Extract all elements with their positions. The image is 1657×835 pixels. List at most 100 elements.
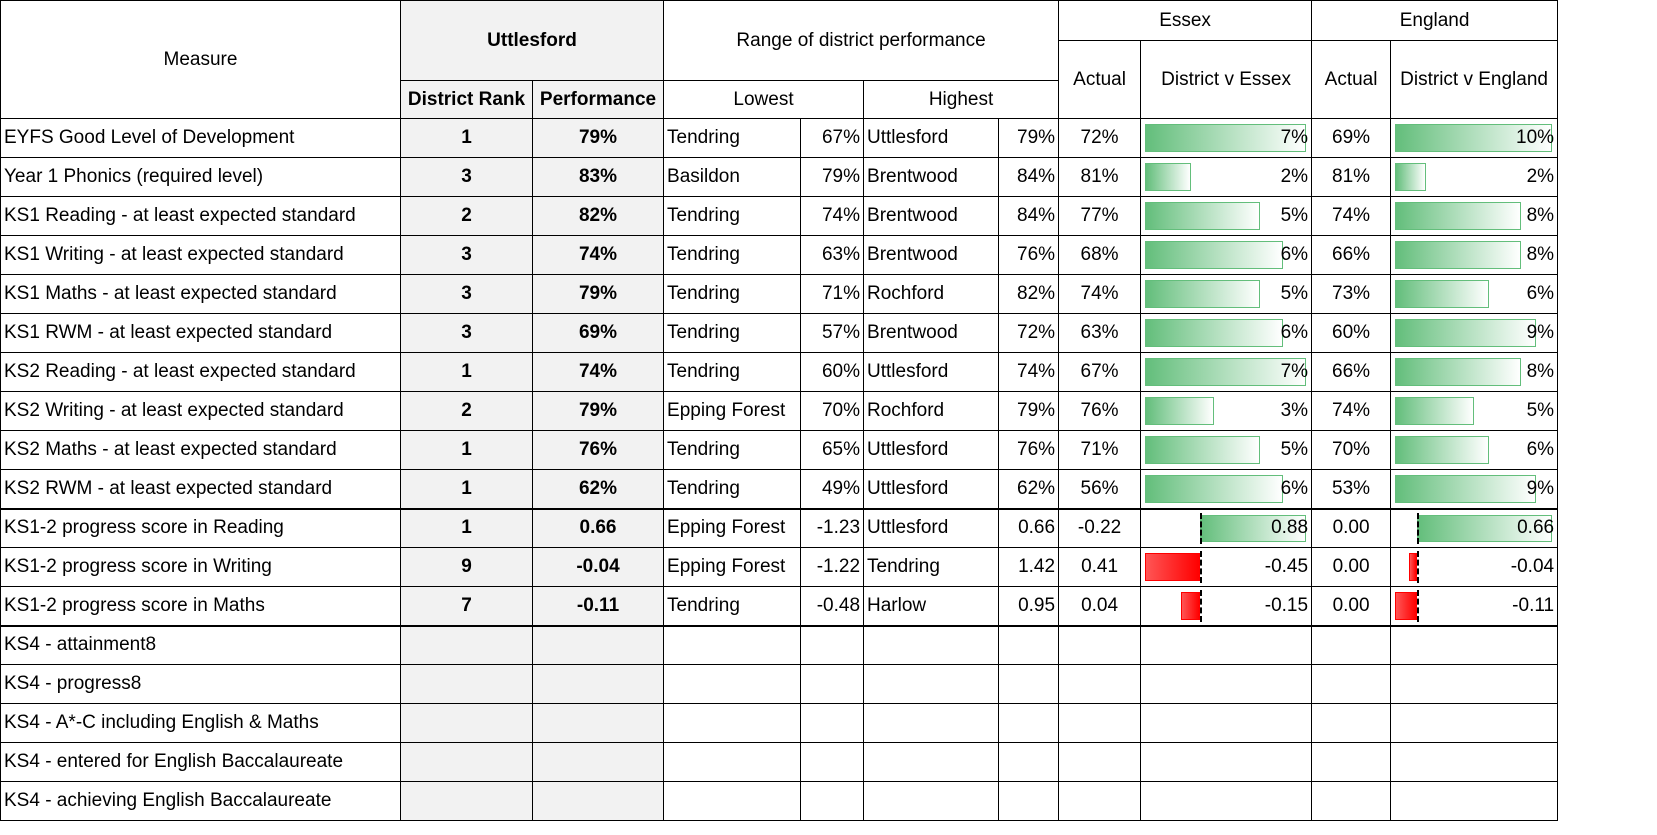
data-bar xyxy=(1145,163,1192,191)
cell: Tendring xyxy=(663,235,802,275)
bar-label: 7% xyxy=(1280,361,1309,382)
cell: 72% xyxy=(998,313,1060,353)
cell xyxy=(863,742,1000,782)
cell: 49% xyxy=(800,469,865,510)
cell xyxy=(1390,664,1559,704)
table-row: EYFS Good Level of Development 1 79% Tendri… xyxy=(0,118,1559,158)
cell: 73% xyxy=(1311,274,1392,314)
cell: Tendring xyxy=(663,196,802,236)
cell: KS1-2 progress score in Maths xyxy=(0,586,401,627)
data-bar xyxy=(1145,358,1307,386)
cell: EYFS Good Level of Development xyxy=(0,118,401,158)
bar-label: 7% xyxy=(1280,127,1309,148)
cell: 7% xyxy=(1140,352,1313,392)
cell xyxy=(1058,742,1142,782)
cell xyxy=(800,742,865,782)
data-bar xyxy=(1145,553,1200,581)
cell: 81% xyxy=(1058,157,1142,197)
header-cell: Range of district performance xyxy=(663,0,1060,81)
cell: 6% xyxy=(1140,313,1313,353)
cell xyxy=(531,742,665,782)
cell: 0.00 xyxy=(1311,547,1392,587)
bar-axis xyxy=(1199,512,1202,544)
bar-axis xyxy=(1199,551,1202,583)
data-bar xyxy=(1395,592,1418,620)
cell xyxy=(998,625,1060,665)
cell: KS1 RWM - at least expected standard xyxy=(0,313,401,353)
bar-label: -0.11 xyxy=(1512,594,1555,616)
data-bar xyxy=(1145,280,1261,308)
cell: Epping Forest xyxy=(663,508,802,548)
header-cell: Uttlesford xyxy=(399,0,665,81)
header-cell: Performance xyxy=(531,80,665,119)
cell: Tendring xyxy=(663,313,802,353)
bar-label: -0.15 xyxy=(1264,594,1309,616)
data-bar xyxy=(1145,319,1284,347)
cell: Tendring xyxy=(663,118,802,158)
cell: 1.42 xyxy=(998,547,1060,587)
header-cell: England xyxy=(1311,0,1559,41)
table-row: KS4 - entered for English Baccalaureate xyxy=(0,742,1559,782)
cell xyxy=(800,625,865,665)
cell xyxy=(863,625,1000,665)
cell: 84% xyxy=(998,196,1060,236)
cell: 0.66 xyxy=(998,508,1060,548)
cell xyxy=(531,703,665,743)
cell: 63% xyxy=(800,235,865,275)
bar-label: 6% xyxy=(1526,439,1555,460)
data-bar xyxy=(1417,514,1553,542)
cell: 1 xyxy=(400,118,533,158)
cell xyxy=(531,664,665,704)
data-bar xyxy=(1145,436,1261,464)
cell: -1.23 xyxy=(800,508,865,548)
cell: Epping Forest xyxy=(663,547,802,587)
cell: Uttlesford xyxy=(863,469,1000,510)
cell xyxy=(998,664,1060,704)
table-row: KS1 RWM - at least expected standard 3 69%… xyxy=(0,313,1559,353)
cell xyxy=(400,742,533,782)
header-cell: Actual xyxy=(1311,40,1392,119)
cell xyxy=(998,781,1060,821)
cell xyxy=(998,703,1060,743)
table-row: Year 1 Phonics (required level) 3 83% Basil… xyxy=(0,157,1559,197)
cell xyxy=(863,781,1000,821)
cell: Year 1 Phonics (required level) xyxy=(0,157,401,197)
cell xyxy=(1311,664,1392,704)
cell: Tendring xyxy=(663,430,802,470)
bar-label: -0.04 xyxy=(1510,556,1555,577)
cell xyxy=(400,781,533,821)
cell: 70% xyxy=(800,391,865,431)
cell: KS1 Maths - at least expected standard xyxy=(0,274,401,314)
data-bar xyxy=(1145,475,1284,503)
cell: 8% xyxy=(1390,196,1559,236)
cell xyxy=(663,742,802,782)
cell: 0.00 xyxy=(1311,586,1392,627)
cell: -0.45 xyxy=(1140,547,1313,587)
bar-axis xyxy=(1417,590,1420,622)
cell: 74% xyxy=(1311,196,1392,236)
cell: Rochford xyxy=(863,391,1000,431)
header-cell: District v Essex xyxy=(1140,40,1313,119)
cell: 1 xyxy=(400,352,533,392)
table-row: KS2 Writing - at least expected standard… xyxy=(0,391,1559,431)
cell: KS2 RWM - at least expected standard xyxy=(0,469,401,510)
cell: 69% xyxy=(531,313,665,353)
cell: -0.04 xyxy=(1390,547,1559,587)
data-bar xyxy=(1395,475,1537,503)
cell: Brentwood xyxy=(863,313,1000,353)
cell: 69% xyxy=(1311,118,1392,158)
cell: KS2 Writing - at least expected standard xyxy=(0,391,401,431)
data-bar xyxy=(1395,397,1474,425)
cell: 79% xyxy=(998,118,1060,158)
cell xyxy=(800,781,865,821)
cell: 8% xyxy=(1390,352,1559,392)
data-bar xyxy=(1395,358,1521,386)
bar-axis xyxy=(1417,551,1420,583)
cell: 53% xyxy=(1311,469,1392,510)
bar-label: 5% xyxy=(1526,400,1555,421)
cell: 2% xyxy=(1140,157,1313,197)
header-cell: Highest xyxy=(863,80,1060,119)
data-bar xyxy=(1181,592,1200,620)
cell xyxy=(1058,781,1142,821)
cell: Brentwood xyxy=(863,235,1000,275)
